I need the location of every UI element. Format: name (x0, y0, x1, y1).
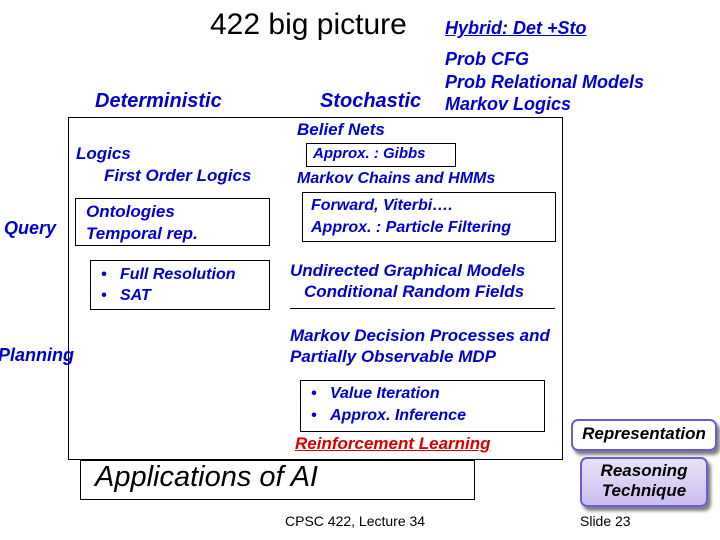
technique-label: Technique (582, 481, 706, 501)
particle-filtering-label: Approx. : Particle Filtering (311, 217, 547, 239)
forward-viterbi-label: Forward, Viterbi…. (311, 195, 547, 217)
representation-box: Representation (571, 419, 717, 451)
belief-nets-label: Belief Nets (297, 120, 385, 140)
resolution-box: • Full Resolution • SAT (90, 260, 270, 310)
ugm-label: Undirected Graphical Models (290, 260, 525, 281)
reasoning-label: Reasoning (582, 461, 706, 481)
mdp-block: Markov Decision Processes and Partially … (290, 325, 550, 368)
prob-relational: Prob Relational Models (445, 71, 644, 94)
ontologies-box: Ontologies Temporal rep. (75, 198, 270, 246)
markov-chains-hmms-label: Markov Chains and HMMs (297, 170, 495, 188)
forward-viterbi-box: Forward, Viterbi…. Approx. : Particle Fi… (302, 192, 556, 242)
approx-inference-label: Approx. Inference (330, 407, 466, 424)
logics-label: Logics (76, 143, 251, 165)
footer-lecture: CPSC 422, Lecture 34 (285, 513, 425, 529)
applications-box: Applications of AI (80, 460, 475, 500)
value-iteration-box: • Value Iteration • Approx. Inference (300, 380, 545, 432)
value-iteration-label: Value Iteration (330, 385, 440, 402)
logics-block: Logics First Order Logics (76, 143, 251, 187)
bullet-icon: • (101, 266, 120, 283)
markov-logics: Markov Logics (445, 93, 644, 116)
ugm-block: Undirected Graphical Models Conditional … (290, 260, 525, 303)
prob-cfg: Prob CFG (445, 48, 644, 71)
bullet-icon: • (101, 287, 120, 304)
ontologies-label: Ontologies (86, 201, 259, 223)
footer-slide: Slide 23 (580, 513, 631, 529)
mdp-label-2: Partially Observable MDP (290, 346, 550, 367)
hybrid-label: Hybrid: Det +Sto (445, 18, 587, 39)
page-title: 422 big picture (210, 8, 407, 42)
full-resolution-label: Full Resolution (120, 266, 236, 283)
deterministic-header: Deterministic (95, 90, 222, 113)
divider-line (290, 308, 555, 309)
bullet-icon: • (311, 407, 330, 424)
first-order-logics-label: First Order Logics (104, 165, 251, 187)
query-label: Query (4, 218, 56, 239)
gibbs-box: Approx. : Gibbs (306, 143, 456, 167)
temporal-rep-label: Temporal rep. (86, 223, 259, 245)
sat-label: SAT (120, 287, 151, 304)
reinforcement-learning-label: Reinforcement Learning (295, 434, 491, 454)
prob-models-list: Prob CFG Prob Relational Models Markov L… (445, 48, 644, 116)
mdp-label-1: Markov Decision Processes and (290, 325, 550, 346)
planning-label: Planning (0, 345, 74, 366)
stochastic-header: Stochastic (320, 90, 421, 113)
bullet-icon: • (311, 385, 330, 402)
crf-label: Conditional Random Fields (304, 281, 525, 302)
reasoning-technique-box: Reasoning Technique (580, 457, 708, 507)
